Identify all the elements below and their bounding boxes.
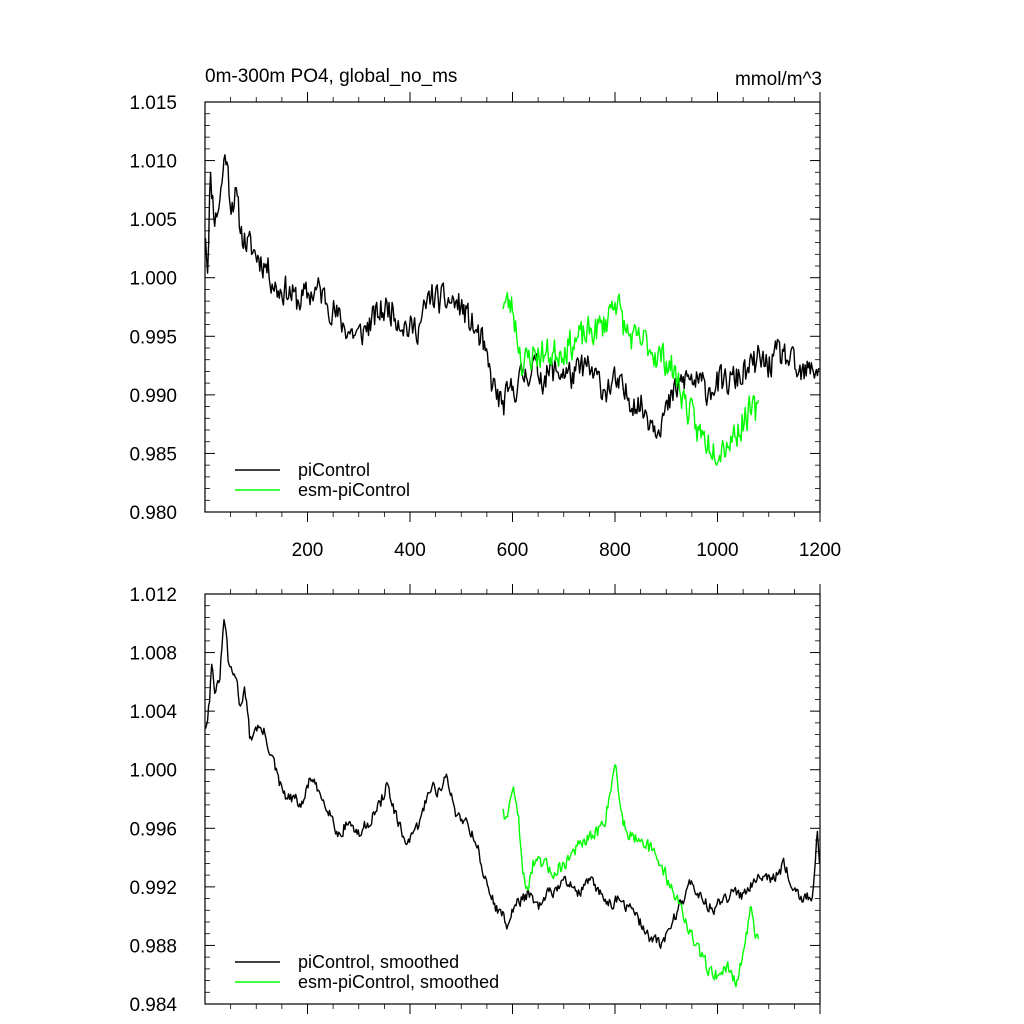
y-tick-label: 0.996 bbox=[129, 819, 177, 840]
y-tick-label: 1.000 bbox=[129, 269, 177, 290]
legend-label-esm-picontrol-smoothed: esm-piControl, smoothed bbox=[298, 972, 499, 992]
y-tick-label: 0.992 bbox=[129, 878, 177, 899]
top-chart-series bbox=[204, 154, 820, 466]
top-chart-frame bbox=[204, 101, 821, 513]
series-line-picontrol bbox=[204, 154, 820, 439]
y-tick-label: 0.984 bbox=[129, 995, 177, 1016]
y-tick-label: 0.988 bbox=[129, 936, 177, 957]
x-tick-label: 400 bbox=[394, 540, 426, 561]
legend-label-picontrol: piControl bbox=[298, 460, 370, 480]
x-tick-label: 1200 bbox=[799, 540, 841, 561]
series-line-picontrol-smoothed bbox=[204, 619, 821, 949]
x-tick-label: 200 bbox=[292, 540, 324, 561]
top-chart-legend: piControl esm-piControl bbox=[235, 460, 410, 500]
y-tick-label: 1.004 bbox=[129, 702, 177, 723]
y-tick-label: 0.995 bbox=[129, 327, 177, 348]
bottom-chart-panel: 0.984 0.988 0.992 0.996 1.000 1.004 1.008 1.012… bbox=[129, 584, 821, 1016]
x-tick-label: 600 bbox=[497, 540, 529, 561]
y-tick-label: 1.005 bbox=[129, 210, 177, 231]
y-tick-label: 1.012 bbox=[129, 585, 177, 606]
top-chart-units: mmol/m^3 bbox=[735, 69, 822, 90]
top-chart-panel: 0m-300m PO4, global_no_ms mmol/m^3 0.980… bbox=[129, 66, 841, 561]
legend-label-picontrol-smoothed: piControl, smoothed bbox=[298, 952, 459, 972]
bottom-chart-frame bbox=[204, 593, 821, 1005]
series-line-esm-picontrol bbox=[502, 291, 760, 466]
y-tick-label: 1.000 bbox=[129, 761, 177, 782]
x-tick-label: 800 bbox=[599, 540, 631, 561]
y-tick-label: 1.008 bbox=[129, 644, 177, 665]
series-line-esm-picontrol-smoothed bbox=[502, 764, 760, 988]
x-tick-label: 1000 bbox=[696, 540, 738, 561]
bottom-chart-legend: piControl, smoothed esm-piControl, smoot… bbox=[235, 952, 499, 992]
y-tick-label: 0.980 bbox=[129, 503, 177, 524]
y-tick-label: 0.985 bbox=[129, 444, 177, 465]
bottom-chart-axes: 0.984 0.988 0.992 0.996 1.000 1.004 1.008 1.012 bbox=[129, 584, 821, 1016]
y-tick-label: 1.015 bbox=[129, 93, 177, 114]
y-tick-label: 0.990 bbox=[129, 386, 177, 407]
bottom-chart-series bbox=[204, 619, 821, 988]
top-chart-axes: 0.980 0.985 0.990 0.995 1.000 1.005 1.010 1.015… bbox=[129, 92, 841, 561]
legend-label-esm-picontrol: esm-piControl bbox=[298, 480, 410, 500]
top-chart-title: 0m-300m PO4, global_no_ms bbox=[205, 66, 457, 87]
y-tick-label: 1.010 bbox=[129, 152, 177, 173]
